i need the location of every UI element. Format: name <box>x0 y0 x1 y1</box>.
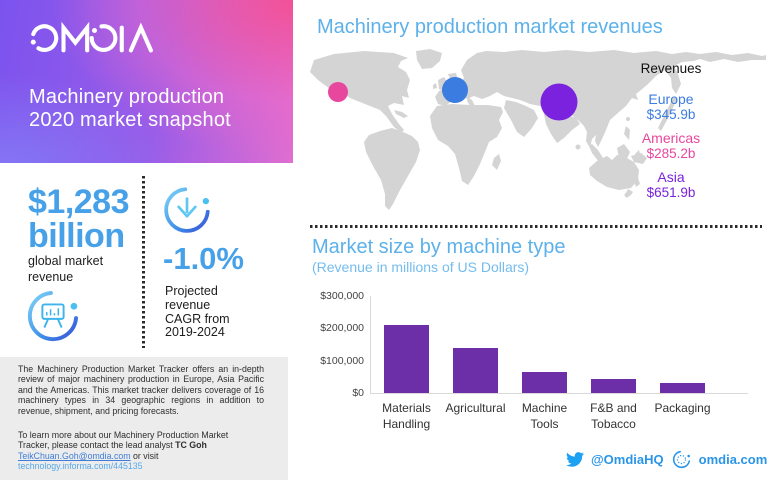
global-revenue-caption: global market revenue <box>28 254 104 284</box>
europe-dot <box>442 77 468 103</box>
legend-item-americas: Americas $285.2b <box>641 130 701 162</box>
y-tick: $0 <box>352 387 364 399</box>
bar-machine-tools <box>522 371 567 393</box>
legend-title: Revenues <box>640 61 702 76</box>
americas-dot <box>328 82 348 102</box>
chart-subtitle: (Revenue in millions of US Dollars) <box>312 259 530 275</box>
bar-materials-handling <box>384 325 429 393</box>
y-tick: $100,000 <box>320 354 364 367</box>
y-tick: $300,000 <box>320 290 364 302</box>
x-axis <box>370 393 748 394</box>
asia-dot <box>540 83 578 121</box>
category-label: Agricultural <box>445 401 506 415</box>
category-label: Materials Handling <box>382 401 431 431</box>
about-paragraph: The Machinery Production Market Tracker … <box>18 364 264 416</box>
contact-paragraph: To learn more about our Machinery Produc… <box>18 430 229 472</box>
cagr-caption: Projected revenue CAGR from 2019-2024 <box>165 284 230 340</box>
cagr-stat: -1.0% <box>163 241 244 276</box>
world-map <box>310 49 766 210</box>
analyst-name: TC Goh <box>175 440 207 451</box>
page-title: Machinery production 2020 market snapsho… <box>29 86 231 131</box>
bar-chart: $300,000 $200,000 $100,000 $0 Materials Hand… <box>315 282 768 452</box>
bar-packaging <box>660 383 705 393</box>
twitter-icon[interactable] <box>566 452 584 467</box>
legend-item-europe: Europe $345.9b <box>646 91 696 123</box>
footer-social: @OmdiaHQ omdia.com <box>566 449 767 470</box>
category-label: F&B and Tobacco <box>590 401 637 431</box>
section-divider <box>310 225 762 228</box>
bar-f-b-and-tobacco <box>591 379 636 393</box>
presentation-chart-icon <box>27 291 78 342</box>
y-tick: $200,000 <box>320 322 364 335</box>
website-link[interactable]: technology.informa.com/445135 <box>18 461 143 472</box>
twitter-handle[interactable]: @OmdiaHQ <box>591 452 664 467</box>
legend-item-asia: Asia $651.9b <box>646 169 696 201</box>
omdia-globe-icon[interactable] <box>671 449 692 470</box>
stats-divider <box>142 176 145 348</box>
map-legend: Revenues Europe $345.9b Americas $285.2b… <box>622 62 720 209</box>
global-revenue-stat: $1,283 billion <box>28 183 130 255</box>
map-section-title: Machinery production market revenues <box>317 16 663 38</box>
category-label: Machine Tools <box>521 401 568 431</box>
header-banner: Machinery production 2020 market snapsho… <box>0 0 293 163</box>
about-box: The Machinery Production Market Tracker … <box>0 357 288 480</box>
y-axis <box>370 296 371 393</box>
website-label[interactable]: omdia.com <box>698 452 768 467</box>
category-label: Packaging <box>654 401 711 415</box>
email-link[interactable]: TeikChuan.Goh@omdia.com <box>18 450 131 461</box>
down-arrow-circle-icon <box>164 187 210 233</box>
omdia-logo <box>30 21 153 53</box>
chart-title: Market size by machine type <box>312 236 566 258</box>
bar-agricultural <box>453 347 498 393</box>
